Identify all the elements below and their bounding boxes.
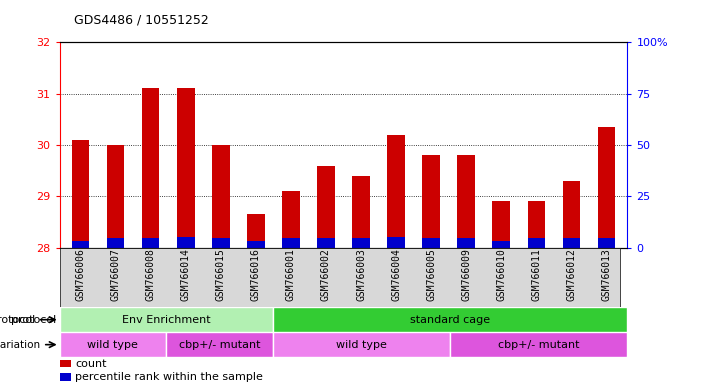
Bar <box>457 238 475 248</box>
Bar <box>353 176 370 248</box>
Bar <box>562 181 580 248</box>
Text: cbp+/- mutant: cbp+/- mutant <box>498 339 580 350</box>
Bar <box>212 145 230 248</box>
Text: GSM766003: GSM766003 <box>356 248 366 301</box>
Bar <box>60 332 166 357</box>
Text: standard cage: standard cage <box>410 314 490 325</box>
Bar <box>60 373 71 381</box>
Text: Env Enrichment: Env Enrichment <box>122 314 210 325</box>
Text: GSM766006: GSM766006 <box>76 248 86 301</box>
Text: protocol: protocol <box>11 314 56 325</box>
Text: GSM766002: GSM766002 <box>321 248 331 301</box>
Text: GDS4486 / 10551252: GDS4486 / 10551252 <box>74 14 208 27</box>
Bar <box>282 191 299 248</box>
Text: GSM766012: GSM766012 <box>566 248 576 301</box>
Text: GSM766014: GSM766014 <box>181 248 191 301</box>
Bar <box>107 145 125 248</box>
Bar <box>492 241 510 248</box>
Text: percentile rank within the sample: percentile rank within the sample <box>76 372 264 382</box>
Bar <box>273 332 450 357</box>
Text: GSM766001: GSM766001 <box>286 248 296 301</box>
Bar <box>450 332 627 357</box>
Bar <box>177 88 195 248</box>
Text: GSM766009: GSM766009 <box>461 248 471 301</box>
Bar <box>422 238 440 248</box>
Bar <box>387 237 405 248</box>
Bar <box>177 237 195 248</box>
Text: wild type: wild type <box>88 339 138 350</box>
Bar <box>247 241 264 248</box>
Bar <box>387 135 405 248</box>
Bar <box>492 202 510 248</box>
Bar <box>247 214 264 248</box>
Bar <box>597 127 615 248</box>
Bar <box>166 332 273 357</box>
Bar <box>282 238 299 248</box>
Bar <box>72 140 90 248</box>
Bar <box>562 238 580 248</box>
Bar <box>317 166 335 248</box>
Text: GSM766005: GSM766005 <box>426 248 436 301</box>
Text: GSM766008: GSM766008 <box>146 248 156 301</box>
Text: GSM766004: GSM766004 <box>391 248 401 301</box>
Text: GSM766013: GSM766013 <box>601 248 611 301</box>
Bar <box>422 155 440 248</box>
Bar <box>142 238 160 248</box>
Bar <box>457 155 475 248</box>
Text: GSM766011: GSM766011 <box>531 248 541 301</box>
Bar <box>60 360 71 367</box>
Bar <box>527 202 545 248</box>
Bar <box>597 238 615 248</box>
Text: GSM766007: GSM766007 <box>111 248 121 301</box>
Text: protocol: protocol <box>0 314 35 325</box>
Bar <box>60 307 273 332</box>
Text: wild type: wild type <box>336 339 387 350</box>
Bar <box>212 238 230 248</box>
Bar <box>353 238 370 248</box>
Text: count: count <box>76 359 107 369</box>
Bar <box>527 238 545 248</box>
Text: genotype/variation: genotype/variation <box>0 339 41 350</box>
Bar <box>72 241 90 248</box>
Bar <box>142 88 160 248</box>
Text: cbp+/- mutant: cbp+/- mutant <box>179 339 260 350</box>
Text: GSM766016: GSM766016 <box>251 248 261 301</box>
Text: GSM766010: GSM766010 <box>496 248 506 301</box>
Text: GSM766015: GSM766015 <box>216 248 226 301</box>
Bar <box>107 238 125 248</box>
Bar <box>317 238 335 248</box>
Bar <box>273 307 627 332</box>
